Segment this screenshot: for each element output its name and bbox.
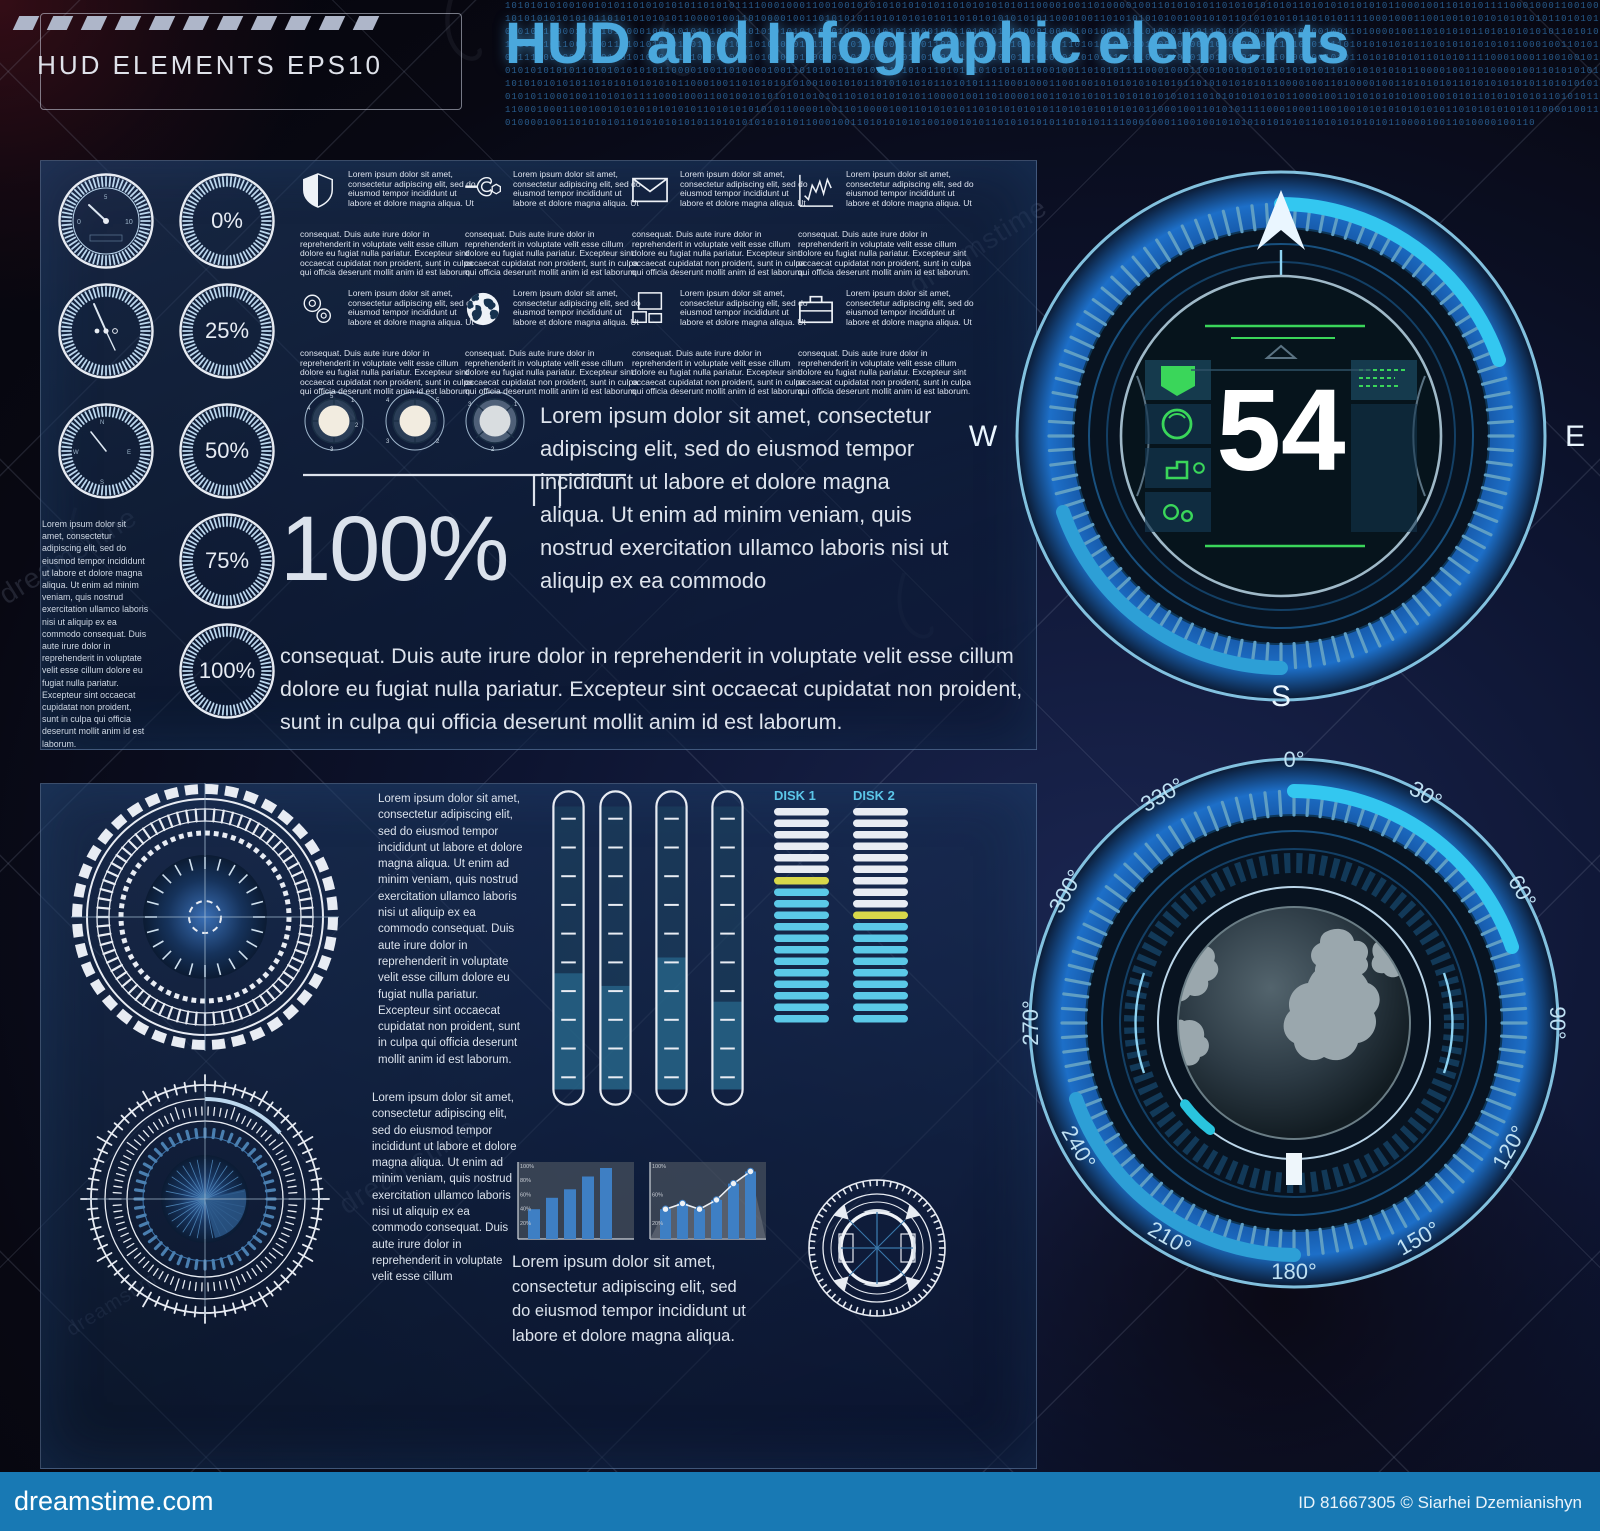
svg-text:100%: 100%	[520, 1164, 534, 1170]
svg-text:100%: 100%	[652, 1164, 666, 1170]
svg-text:90°: 90°	[1545, 1006, 1570, 1039]
svg-text:180°: 180°	[1271, 1259, 1317, 1284]
svg-text:2: 2	[436, 439, 440, 445]
svg-text:20%: 20%	[520, 1221, 531, 1227]
svg-text:W: W	[73, 450, 79, 456]
svg-text:W: W	[969, 420, 998, 453]
svg-text:E: E	[127, 450, 131, 456]
svg-text:80%: 80%	[520, 1178, 531, 1184]
svg-text:2: 2	[355, 423, 359, 429]
svg-text:4: 4	[307, 406, 311, 412]
svg-text:S: S	[1271, 680, 1291, 713]
svg-text:270°: 270°	[1018, 1000, 1043, 1046]
svg-text:10: 10	[125, 219, 133, 226]
svg-text:4: 4	[386, 398, 390, 404]
svg-text:60%: 60%	[520, 1192, 531, 1198]
svg-text:0°: 0°	[1283, 747, 1304, 772]
svg-text:20%: 20%	[652, 1221, 663, 1227]
svg-text:5: 5	[104, 195, 108, 201]
svg-text:60%: 60%	[652, 1192, 663, 1198]
svg-text:40%: 40%	[520, 1207, 531, 1213]
svg-text:5: 5	[436, 398, 440, 404]
svg-text:E: E	[1565, 420, 1585, 453]
svg-text:3: 3	[386, 439, 390, 445]
svg-text:54: 54	[1216, 365, 1345, 495]
svg-text:S: S	[100, 480, 104, 486]
svg-text:0: 0	[77, 219, 81, 226]
svg-text:N: N	[100, 420, 104, 426]
